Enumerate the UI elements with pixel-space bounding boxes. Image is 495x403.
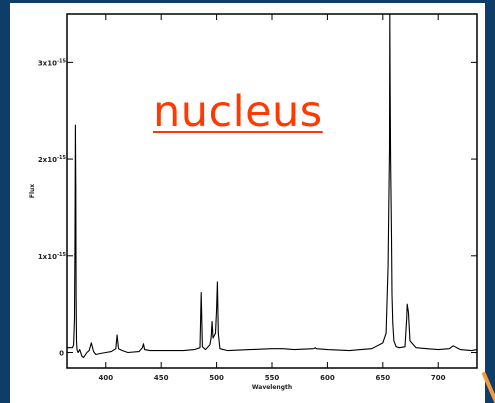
x-tick-label: 500 bbox=[209, 374, 224, 382]
x-tick-label: 550 bbox=[265, 374, 280, 382]
y-axis-ticks: 0 1x10-15 2x10-15 3x10-15 bbox=[38, 58, 477, 358]
spectrum-chart: 400 450 500 550 600 650 700 0 1x10-15 2x10-15 3x1… bbox=[29, 13, 478, 391]
x-tick-label: 700 bbox=[431, 374, 446, 382]
y-tick-label: 2x10-15 bbox=[38, 155, 67, 164]
x-axis-ticks: 400 450 500 550 600 650 700 bbox=[98, 14, 446, 382]
x-tick-label: 400 bbox=[98, 374, 113, 382]
x-axis-title: Wavelength bbox=[252, 384, 292, 391]
x-tick-label: 600 bbox=[320, 374, 335, 382]
chart-frame: 400 450 500 550 600 650 700 0 1x10-15 2x10-15 3x1… bbox=[10, 3, 485, 403]
y-tick-label: 1x10-15 bbox=[38, 252, 67, 261]
spectrum-series-line bbox=[67, 13, 478, 358]
y-tick-label: 0 bbox=[59, 350, 64, 358]
plot-area-border bbox=[66, 13, 478, 369]
y-tick-label: 3x10-15 bbox=[38, 58, 67, 67]
x-tick-label: 450 bbox=[154, 374, 169, 382]
y-axis-title: Flux bbox=[29, 184, 36, 198]
x-tick-label: 650 bbox=[375, 374, 390, 382]
slide-heading: nucleus bbox=[153, 87, 323, 137]
